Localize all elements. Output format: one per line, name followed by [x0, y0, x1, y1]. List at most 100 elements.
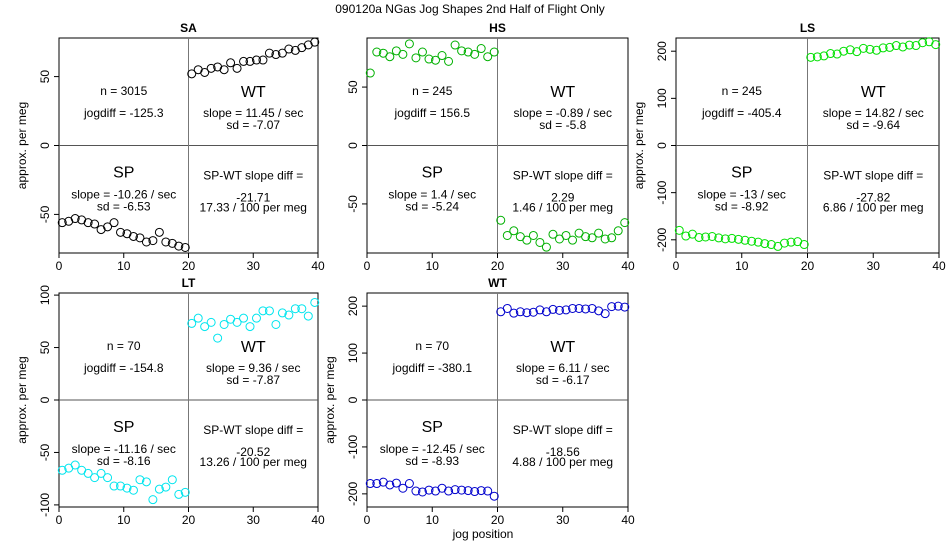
slope-diff-label: SP-WT slope diff =: [823, 169, 923, 183]
data-point: [620, 218, 630, 228]
y-axis-title: approx. per meg: [15, 356, 29, 443]
wt-slope-label: slope = -0.89 / sec: [514, 106, 612, 120]
data-point: [496, 215, 506, 225]
wt-sd-label: sd = -6.17: [536, 373, 590, 387]
data-point: [431, 55, 441, 65]
data-point: [720, 234, 730, 244]
wt-sd-label: sd = -7.87: [226, 373, 280, 387]
y-tick-label: -50: [38, 205, 52, 223]
data-point: [714, 233, 724, 243]
sp-sd-label: sd = -8.16: [97, 454, 151, 468]
data-point: [103, 222, 113, 232]
x-tick-label: 40: [621, 513, 635, 527]
data-point: [502, 303, 512, 313]
data-point: [681, 231, 691, 241]
data-point: [891, 41, 901, 51]
data-point: [96, 225, 106, 235]
y-tick-label: 0: [655, 142, 669, 149]
x-tick-label: 0: [673, 259, 680, 273]
x-tick-label: 10: [426, 259, 440, 273]
data-point: [568, 235, 578, 245]
data-point: [232, 63, 242, 73]
data-point: [219, 65, 229, 75]
slope-diff-per100: 1.46 / 100 per meg: [512, 201, 613, 215]
data-point: [174, 489, 184, 499]
data-point: [424, 485, 434, 495]
data-point: [122, 229, 132, 239]
data-point: [398, 483, 408, 493]
data-point: [417, 487, 427, 497]
data-point: [457, 485, 467, 495]
data-point: [444, 56, 454, 66]
data-point: [568, 303, 578, 313]
data-point: [128, 485, 138, 495]
data-point: [206, 63, 216, 73]
data-point: [812, 52, 822, 62]
wt-label: WT: [241, 84, 266, 101]
data-point: [232, 317, 242, 327]
data-point: [581, 304, 591, 314]
data-point: [180, 487, 190, 497]
data-point: [489, 47, 499, 57]
slope-diff-label: SP-WT slope diff =: [513, 169, 613, 183]
slope-diff-per100: 17.33 / 100 per meg: [200, 201, 307, 215]
y-tick-label: 0: [346, 142, 360, 149]
slope-diff-value: -21.71: [236, 191, 270, 205]
panel-hs: HS 0 10 20 30 40 -50 0 50 n = 245 jogdiff = 156.5 W…: [346, 21, 635, 273]
wt-slope-label: slope = 6.11 / sec: [516, 361, 610, 375]
data-point: [200, 67, 210, 77]
data-point: [528, 230, 538, 240]
data-point: [404, 479, 414, 489]
data-point: [437, 51, 447, 61]
data-point: [600, 309, 610, 319]
data-point: [541, 242, 551, 252]
panel-title: LT: [182, 276, 196, 290]
data-point: [264, 48, 274, 58]
x-tick-label: 40: [311, 513, 325, 527]
data-point: [161, 237, 171, 247]
data-point: [620, 302, 630, 312]
data-point: [90, 219, 100, 229]
slope-diff-label: SP-WT slope diff =: [203, 423, 303, 437]
data-point: [600, 234, 610, 244]
slope-diff-value: 2.29: [551, 191, 575, 205]
x-tick-label: 0: [56, 259, 63, 273]
data-point: [535, 237, 545, 247]
data-point: [554, 305, 564, 315]
data-point: [297, 43, 307, 53]
panel-wt: WT 0 10 20 30 40 -200 -100 0 100 200 approx. per me…: [323, 276, 635, 527]
data-point: [391, 478, 401, 488]
data-point: [444, 486, 454, 496]
x-tick-label: 30: [867, 259, 881, 273]
data-point: [574, 303, 584, 313]
figure-xlabel: jog position: [452, 527, 514, 541]
data-point: [303, 40, 313, 50]
x-tick-label: 0: [364, 513, 371, 527]
data-point: [365, 479, 375, 489]
data-point: [463, 486, 473, 496]
data-point: [806, 52, 816, 62]
data-point: [845, 45, 855, 55]
data-point: [885, 42, 895, 52]
x-tick-label: 40: [932, 259, 946, 273]
x-tick-label: 0: [56, 513, 63, 527]
data-point: [918, 38, 928, 48]
y-tick-label: 100: [38, 285, 52, 305]
data-point: [290, 45, 300, 55]
data-point: [865, 44, 875, 54]
data-point: [878, 43, 888, 53]
data-point: [372, 479, 382, 489]
y-tick-label: 100: [346, 343, 360, 363]
data-point: [931, 40, 941, 50]
x-tick-label: 10: [426, 513, 440, 527]
sp-slope-label: slope = -13 / sec: [698, 188, 786, 202]
data-point: [245, 322, 255, 332]
data-point: [277, 48, 287, 58]
wt-slope-label: slope = 14.82 / sec: [823, 106, 924, 120]
panel-title: WT: [488, 276, 507, 290]
data-point: [271, 50, 281, 60]
data-point: [70, 214, 80, 224]
wt-sd-label: sd = -5.8: [539, 118, 586, 132]
data-point: [541, 307, 551, 317]
data-point: [476, 44, 486, 54]
